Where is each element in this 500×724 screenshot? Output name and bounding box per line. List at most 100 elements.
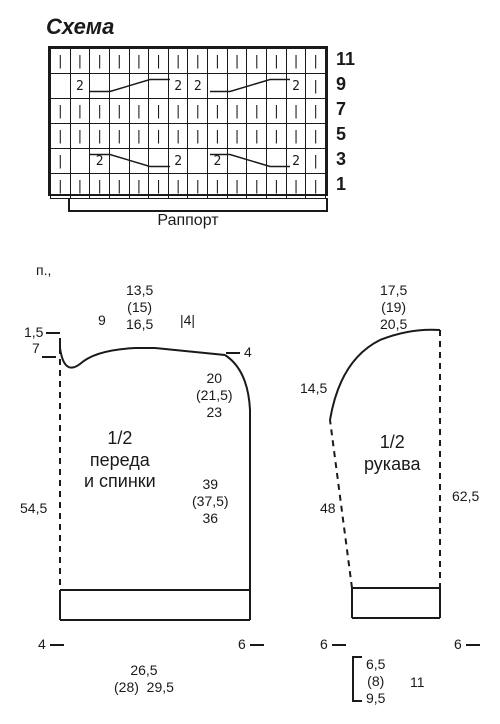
chart-cell: |: [306, 74, 326, 99]
chart-cell: 2: [90, 149, 110, 174]
chart-cell: |: [188, 124, 208, 149]
cuff-bracket-bot: [352, 700, 362, 702]
chart-cell: |: [267, 99, 287, 124]
chart-cell: [109, 149, 129, 174]
chart-cell: [247, 74, 267, 99]
chart-cell: |: [168, 99, 188, 124]
chart-cell: |: [129, 99, 149, 124]
chart-cell: 2: [70, 74, 90, 99]
chart-row-label: 5: [336, 124, 346, 145]
chart-cell: |: [109, 124, 129, 149]
chart-cell: |: [306, 99, 326, 124]
rapport-label: Раппорт: [48, 212, 328, 230]
rapport-bracket: [68, 198, 328, 212]
chart-cell: |: [109, 174, 129, 199]
chart-cell: [267, 74, 287, 99]
chart-cell: |: [90, 99, 110, 124]
sleeve-hem-right: 6: [454, 636, 462, 653]
body-hem-right: 6: [238, 636, 246, 653]
chart-cell: |: [168, 49, 188, 74]
line-body-tl2: [42, 356, 56, 358]
chart-row-label: 3: [336, 149, 346, 170]
sleeve-title: 1/2 рукава: [364, 432, 420, 475]
sleeve-length: 48: [320, 500, 336, 517]
chart-cell: [129, 149, 149, 174]
chart-cell: [208, 74, 228, 99]
chart-cell: [188, 149, 208, 174]
chart-cell: [109, 74, 129, 99]
chart-cell: |: [306, 49, 326, 74]
chart-cell: [129, 74, 149, 99]
body-righttop-4: 4: [244, 344, 252, 361]
chart-cell: |: [267, 174, 287, 199]
chart-cell: |: [51, 149, 71, 174]
chart-cell: |: [286, 124, 306, 149]
chart-title: Схема: [46, 14, 114, 40]
chart-cell: [70, 149, 90, 174]
chart-cell: |: [306, 174, 326, 199]
chart-cell: |: [70, 99, 90, 124]
body-top-center: 13,5 (15) 16,5: [126, 282, 153, 332]
chart-cell: |: [247, 49, 267, 74]
body-top-9: 9: [98, 312, 106, 329]
body-top-left-1: 1,5: [24, 324, 43, 341]
line-body-rt4: [226, 352, 240, 354]
body-bottom: 26,5 (28) 29,5: [114, 662, 174, 696]
line-body-hemr: [250, 644, 264, 646]
chart-cell: |: [267, 124, 287, 149]
line-slv-heml: [332, 644, 346, 646]
chart-cell: |: [227, 174, 247, 199]
body-title: 1/2 переда и спинки: [84, 428, 156, 493]
line-slv-hemr: [466, 644, 480, 646]
chart-cell: |: [227, 99, 247, 124]
chart-cell: |: [51, 124, 71, 149]
chart-cell: |: [286, 99, 306, 124]
chart-cell: |: [247, 124, 267, 149]
body-armhole: 20 (21,5) 23: [196, 370, 233, 420]
notes-label: п.,: [36, 262, 51, 279]
chart-cell: |: [90, 124, 110, 149]
chart-cell: |: [109, 99, 129, 124]
chart-cell: |: [286, 49, 306, 74]
chart-cell: 2: [168, 149, 188, 174]
chart-cell: |: [149, 174, 169, 199]
cuff-bracket-side: [352, 656, 354, 700]
chart-cell: 2: [286, 74, 306, 99]
chart-cell: |: [51, 49, 71, 74]
line-body-heml: [50, 644, 64, 646]
chart-cell: |: [90, 174, 110, 199]
chart-cell: [227, 74, 247, 99]
chart-cell: |: [306, 149, 326, 174]
chart-cell: [51, 74, 71, 99]
chart-cell: |: [149, 49, 169, 74]
chart-cell: |: [208, 174, 228, 199]
chart-cell: |: [168, 124, 188, 149]
body-hem-left: 4: [38, 636, 46, 653]
chart-cell: |: [149, 124, 169, 149]
body-top-left-2: 7: [32, 340, 40, 357]
chart-cell: |: [247, 174, 267, 199]
chart-cell: |: [188, 49, 208, 74]
chart-cell: |: [208, 99, 228, 124]
body-width: 39 (37,5) 36: [192, 476, 229, 526]
chart-cell: |: [227, 49, 247, 74]
chart-cell: |: [51, 99, 71, 124]
chart-row-label: 9: [336, 74, 346, 95]
chart-cell: 2: [188, 74, 208, 99]
chart-cell: 2: [168, 74, 188, 99]
chart-cell: |: [227, 124, 247, 149]
chart-cell: |: [247, 99, 267, 124]
chart-cell: [267, 149, 287, 174]
chart-cell: |: [70, 49, 90, 74]
chart-cell: |: [188, 99, 208, 124]
chart-cell: [149, 149, 169, 174]
chart-row-label: 7: [336, 99, 346, 120]
sleeve-cuff: 6,5 (8) 9,5: [366, 656, 385, 706]
chart-cell: [247, 149, 267, 174]
chart-cell: |: [168, 174, 188, 199]
chart-cell: |: [51, 174, 71, 199]
line-body-tl1: [46, 332, 60, 334]
chart-cell: |: [129, 174, 149, 199]
sleeve-cap: 14,5: [300, 380, 327, 397]
chart-cell: |: [70, 124, 90, 149]
